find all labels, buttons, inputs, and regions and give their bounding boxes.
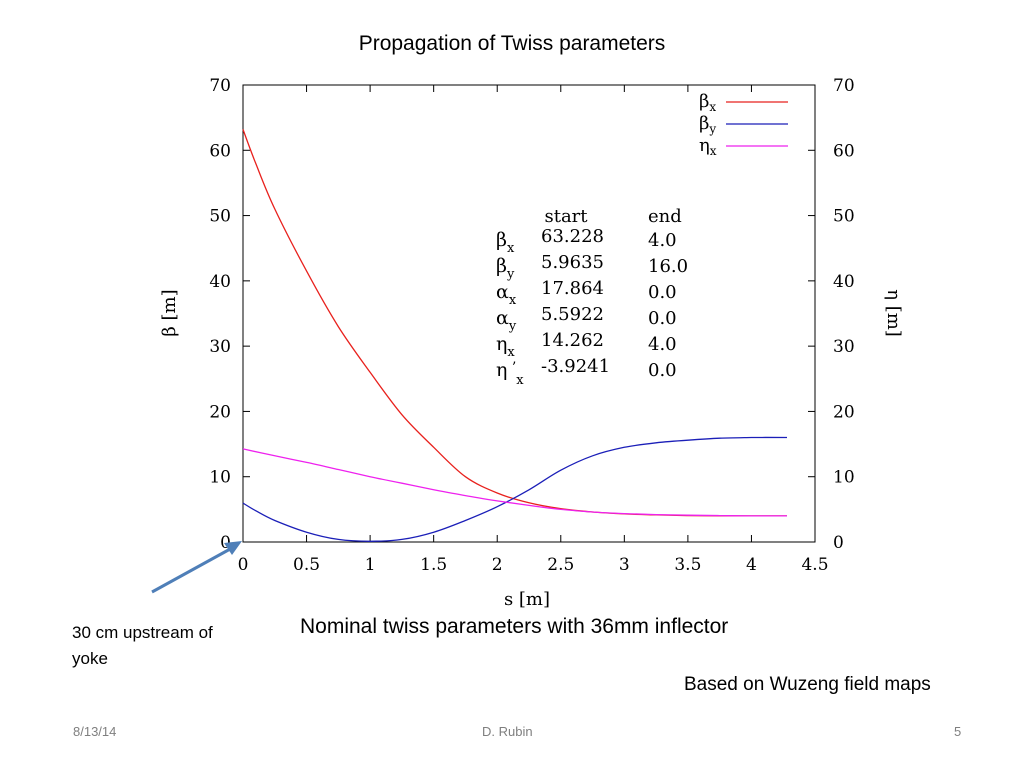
footer-author: D. Rubin <box>482 724 533 739</box>
pointer-arrow <box>151 541 242 594</box>
y2-axis-label: η [m] <box>883 289 904 337</box>
y2-tick-label: 50 <box>833 207 855 227</box>
parameter-table: start end βx 63.228 4.0 βy 5.9635 16.0 αx 17.864 0… <box>496 206 688 388</box>
x-tick-label: 4.5 <box>801 555 828 575</box>
table-end-value: 4.0 <box>648 230 677 251</box>
y-tick-label: 30 <box>209 337 231 357</box>
table-start-value: 5.9635 <box>541 252 604 273</box>
footer-date: 8/13/14 <box>73 724 117 739</box>
table-header-start: start <box>544 206 588 227</box>
x-tick-label: 2 <box>492 555 503 575</box>
table-end-value: 0.0 <box>648 282 677 303</box>
x-tick-label: 0.5 <box>293 555 320 575</box>
y-tick-label: 70 <box>209 76 231 96</box>
x-axis-label: s [m] <box>504 589 550 610</box>
table-param-label: αx <box>496 281 517 308</box>
y-tick-label: 40 <box>209 272 231 292</box>
y2-tick-label: 60 <box>833 141 855 161</box>
y2-tick-label: 10 <box>833 468 855 488</box>
table-end-value: 0.0 <box>648 360 677 381</box>
legend-label: βy <box>699 113 716 136</box>
table-param-label: βy <box>496 255 515 282</box>
table-end-value: 16.0 <box>648 256 688 277</box>
y-axis-label: β [m] <box>159 289 180 336</box>
table-param-label: βx <box>496 229 515 256</box>
chart-curves <box>242 129 788 542</box>
chart-caption: Nominal twiss parameters with 36mm infle… <box>300 615 729 638</box>
table-param-label: η ’x <box>496 359 524 388</box>
y2-tick-label: 0 <box>833 533 844 553</box>
legend-label: βx <box>699 91 716 114</box>
table-end-value: 4.0 <box>648 334 677 355</box>
y2-tick-label: 40 <box>833 272 855 292</box>
x-tick-label: 2.5 <box>547 555 574 575</box>
table-param-label: ηx <box>496 333 515 360</box>
field-map-note: Based on Wuzeng field maps <box>684 674 931 695</box>
slide-title: Propagation of Twiss parameters <box>358 32 666 55</box>
x-tick-label: 3.5 <box>674 555 701 575</box>
footer-page-number: 5 <box>954 724 962 739</box>
legend-label: ηx <box>699 135 717 158</box>
y-tick-label: 10 <box>209 468 231 488</box>
y-tick-label: 20 <box>209 402 231 422</box>
axis-ticks: 00.511.522.533.544.501020304050607001020… <box>209 76 854 575</box>
table-param-label: αy <box>496 307 517 334</box>
table-header-end: end <box>648 206 682 227</box>
series-line-2 <box>242 448 787 517</box>
y2-tick-label: 30 <box>833 337 855 357</box>
x-tick-label: 3 <box>619 555 630 575</box>
table-start-value: 5.5922 <box>541 304 604 325</box>
x-tick-label: 1.5 <box>420 555 447 575</box>
twiss-chart: 00.511.522.533.544.501020304050607001020… <box>151 76 904 610</box>
plot-frame <box>242 84 816 543</box>
y-tick-label: 50 <box>209 207 231 227</box>
upstream-note: 30 cm upstream of yoke <box>72 623 213 668</box>
x-tick-label: 4 <box>746 555 757 575</box>
x-tick-label: 0 <box>238 555 249 575</box>
y2-tick-label: 70 <box>833 76 855 96</box>
x-tick-label: 1 <box>365 555 376 575</box>
table-start-value: -3.9241 <box>541 356 610 377</box>
table-end-value: 0.0 <box>648 308 677 329</box>
y2-tick-label: 20 <box>833 402 855 422</box>
series-line-1 <box>242 436 788 542</box>
table-start-value: 14.262 <box>541 330 604 351</box>
y-tick-label: 60 <box>209 141 231 161</box>
table-start-value: 63.228 <box>541 226 604 247</box>
table-start-value: 17.864 <box>541 278 604 299</box>
